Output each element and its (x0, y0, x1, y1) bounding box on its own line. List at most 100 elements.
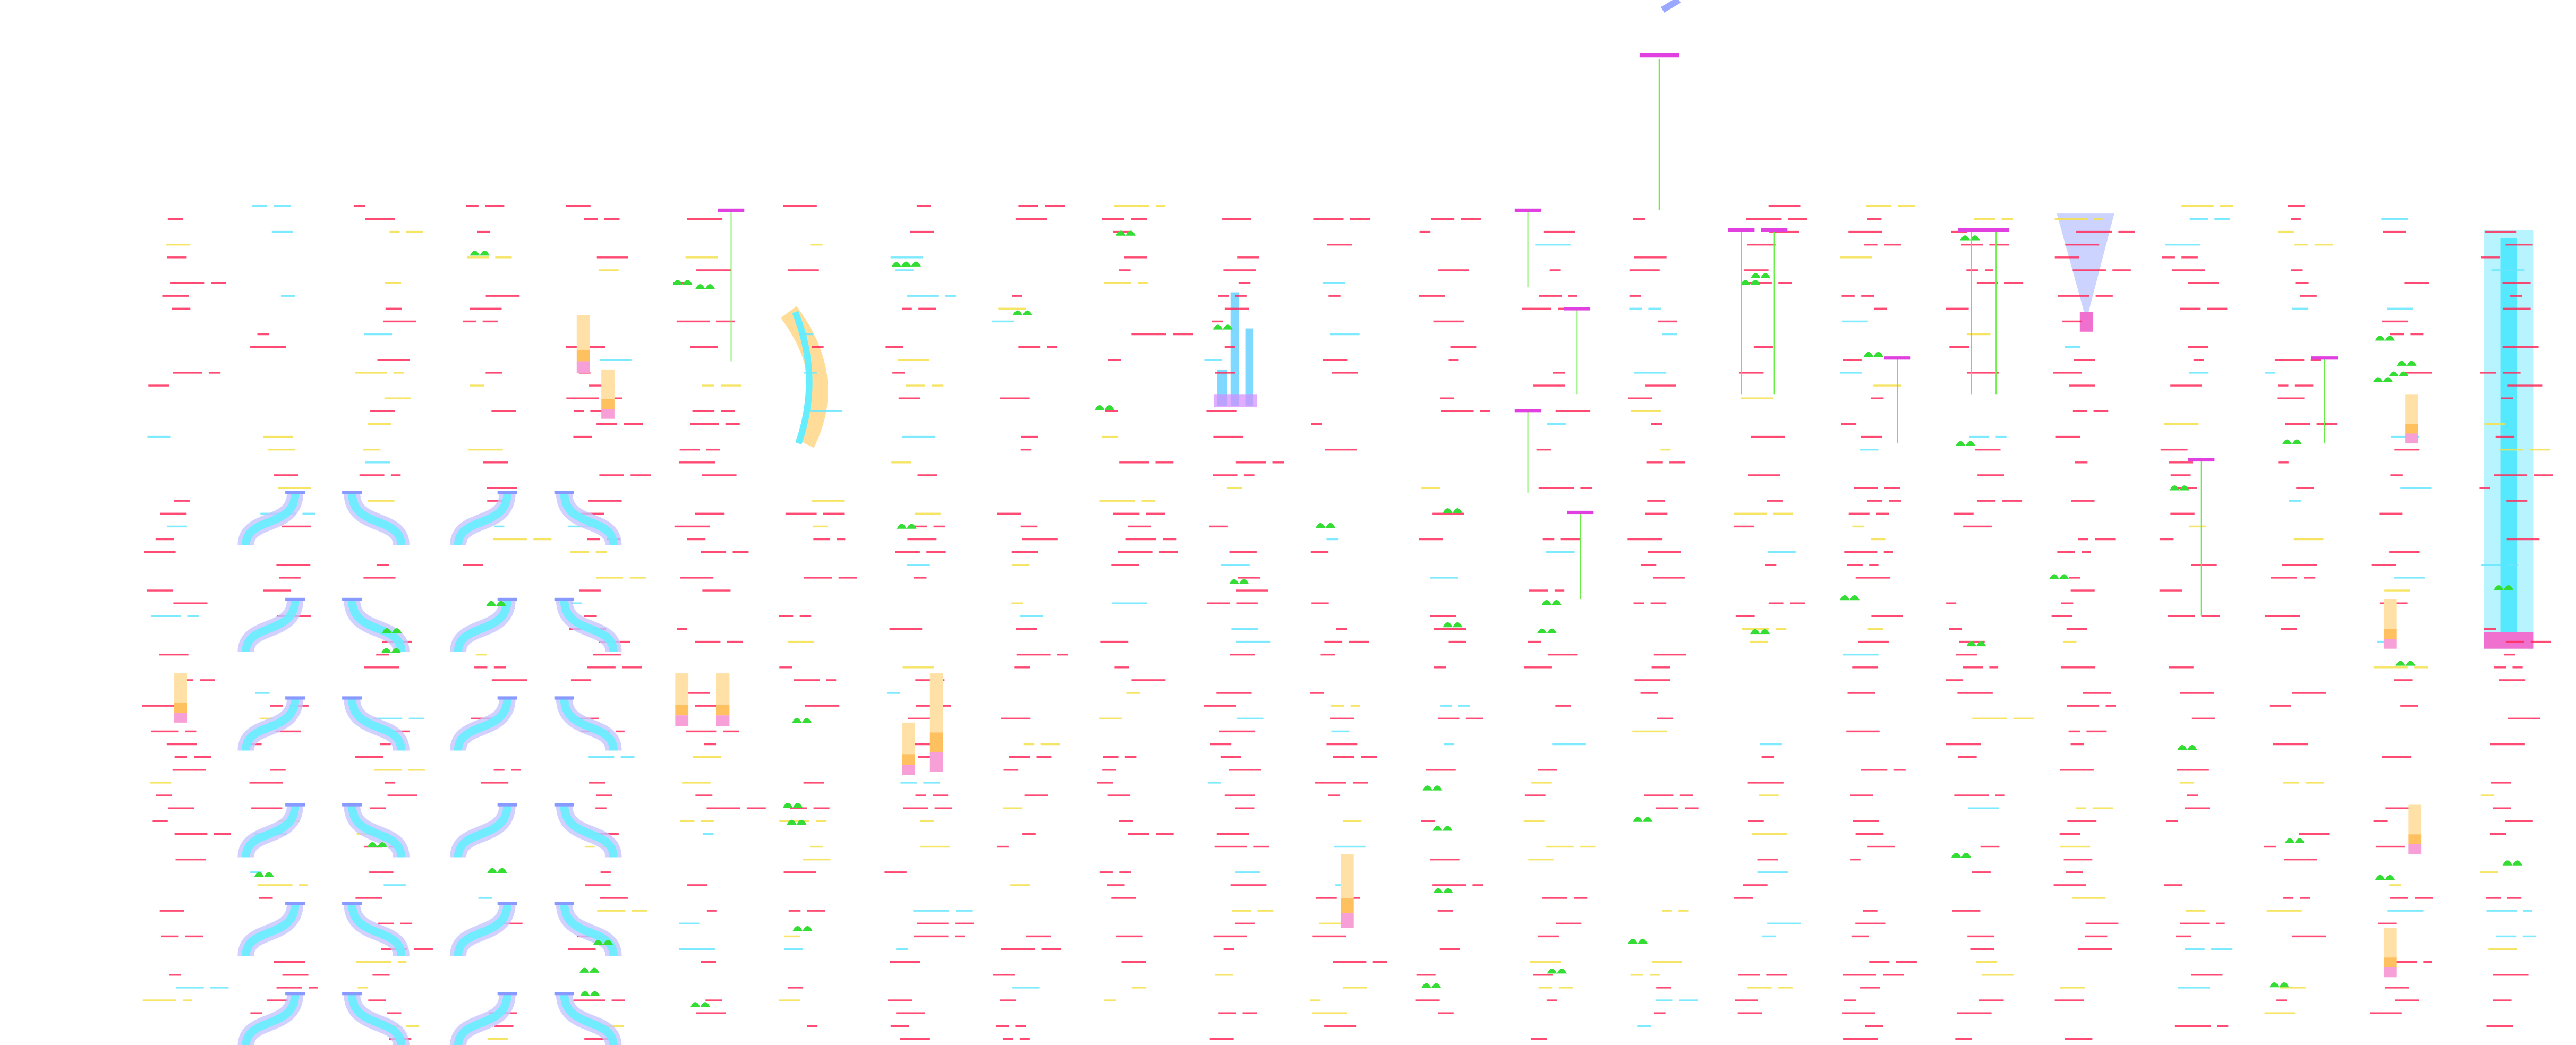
label-placeholder (803, 858, 831, 861)
label-placeholder (811, 500, 845, 502)
label-placeholder (160, 512, 187, 515)
label-placeholder (1253, 845, 1269, 848)
label-placeholder (1350, 218, 1370, 220)
label-placeholder (1047, 346, 1058, 348)
label-placeholder (1556, 922, 1582, 924)
flow-band (454, 599, 511, 653)
label-placeholder (1003, 807, 1023, 809)
label-placeholder (1331, 730, 1350, 733)
label-placeholder (1876, 512, 1889, 515)
label-placeholder (1647, 500, 1666, 502)
label-placeholder (892, 372, 905, 374)
label-placeholder (2486, 1025, 2513, 1027)
stacked-bar (929, 752, 943, 772)
label-placeholder (2086, 730, 2107, 733)
label-placeholder (900, 782, 917, 784)
stacked-bar (174, 703, 187, 713)
label-placeholder (487, 487, 517, 489)
blob (1443, 508, 1463, 513)
label-placeholder (997, 512, 1021, 515)
stacked-bar (675, 673, 689, 705)
label-placeholder (275, 730, 301, 733)
label-placeholder (1214, 845, 1247, 848)
label-placeholder (2074, 359, 2095, 361)
label-placeholder (2294, 384, 2314, 387)
node-bar (497, 992, 517, 996)
label-placeholder (173, 602, 208, 604)
label-placeholder (1003, 1038, 1013, 1040)
label-placeholder (680, 577, 714, 579)
label-placeholder (1769, 230, 1799, 233)
label-placeholder (1750, 640, 1768, 643)
label-placeholder (1654, 1012, 1666, 1014)
label-placeholder (1560, 538, 1581, 541)
label-placeholder (2265, 372, 2275, 374)
label-placeholder (487, 500, 505, 502)
label-placeholder (826, 679, 837, 681)
blob (254, 872, 274, 877)
stacked-bar (576, 349, 590, 362)
label-placeholder (1746, 218, 1782, 220)
label-placeholder (400, 922, 413, 924)
label-placeholder (485, 205, 505, 208)
label-placeholder (495, 256, 512, 259)
node-bar (497, 696, 517, 700)
label-placeholder (914, 935, 949, 938)
blob (1627, 938, 1648, 944)
label-placeholder (996, 1025, 1009, 1027)
label-placeholder (2164, 884, 2183, 886)
label-placeholder (174, 756, 187, 758)
label-placeholder (1970, 948, 1994, 950)
stacked-bar (174, 713, 187, 723)
blob (2375, 336, 2395, 341)
label-placeholder (480, 782, 509, 784)
label-placeholder (1662, 910, 1672, 912)
label-placeholder (2181, 256, 2198, 259)
blob (787, 819, 807, 825)
node-bar (285, 491, 305, 494)
label-placeholder (1131, 987, 1146, 989)
label-placeholder (2310, 359, 2321, 361)
node-bar (285, 901, 305, 905)
node-bar (1514, 409, 1541, 413)
label-placeholder (1102, 769, 1116, 771)
label-placeholder (364, 666, 399, 669)
label-placeholder (1861, 769, 1888, 771)
label-placeholder (2496, 935, 2517, 938)
label-placeholder (1854, 487, 1878, 489)
label-placeholder (1629, 295, 1641, 297)
label-placeholder (1434, 666, 1447, 669)
label-placeholder (993, 974, 1015, 976)
label-placeholder (167, 256, 187, 259)
label-placeholder (1546, 999, 1558, 1001)
label-placeholder (566, 346, 582, 348)
label-placeholder (2505, 640, 2524, 643)
label-placeholder (588, 500, 622, 502)
label-placeholder (573, 999, 605, 1001)
label-placeholder (2180, 307, 2201, 310)
label-placeholder (1020, 525, 1038, 528)
label-placeholder (1223, 948, 1234, 950)
label-placeholder (2264, 1012, 2296, 1014)
label-placeholder (1631, 410, 1661, 413)
label-placeholder (1438, 1012, 1454, 1014)
label-placeholder (2186, 910, 2206, 912)
label-placeholder (1213, 474, 1238, 476)
label-placeholder (249, 782, 283, 784)
label-placeholder (2505, 820, 2533, 822)
label-placeholder (913, 910, 949, 912)
label-placeholder (1867, 500, 1883, 502)
label-placeholder (2105, 705, 2116, 707)
label-placeholder (2291, 935, 2326, 938)
label-placeholder (1458, 705, 1471, 707)
label-placeholder (1009, 756, 1030, 758)
label-placeholder (1543, 230, 1575, 233)
label-placeholder (151, 615, 182, 617)
label-placeholder (376, 653, 389, 656)
label-placeholder (1111, 897, 1136, 899)
label-placeholder (1326, 743, 1358, 746)
label-placeholder (2072, 897, 2106, 899)
label-placeholder (2070, 589, 2095, 592)
label-placeholder (2284, 858, 2317, 861)
label-placeholder (1740, 397, 1774, 399)
